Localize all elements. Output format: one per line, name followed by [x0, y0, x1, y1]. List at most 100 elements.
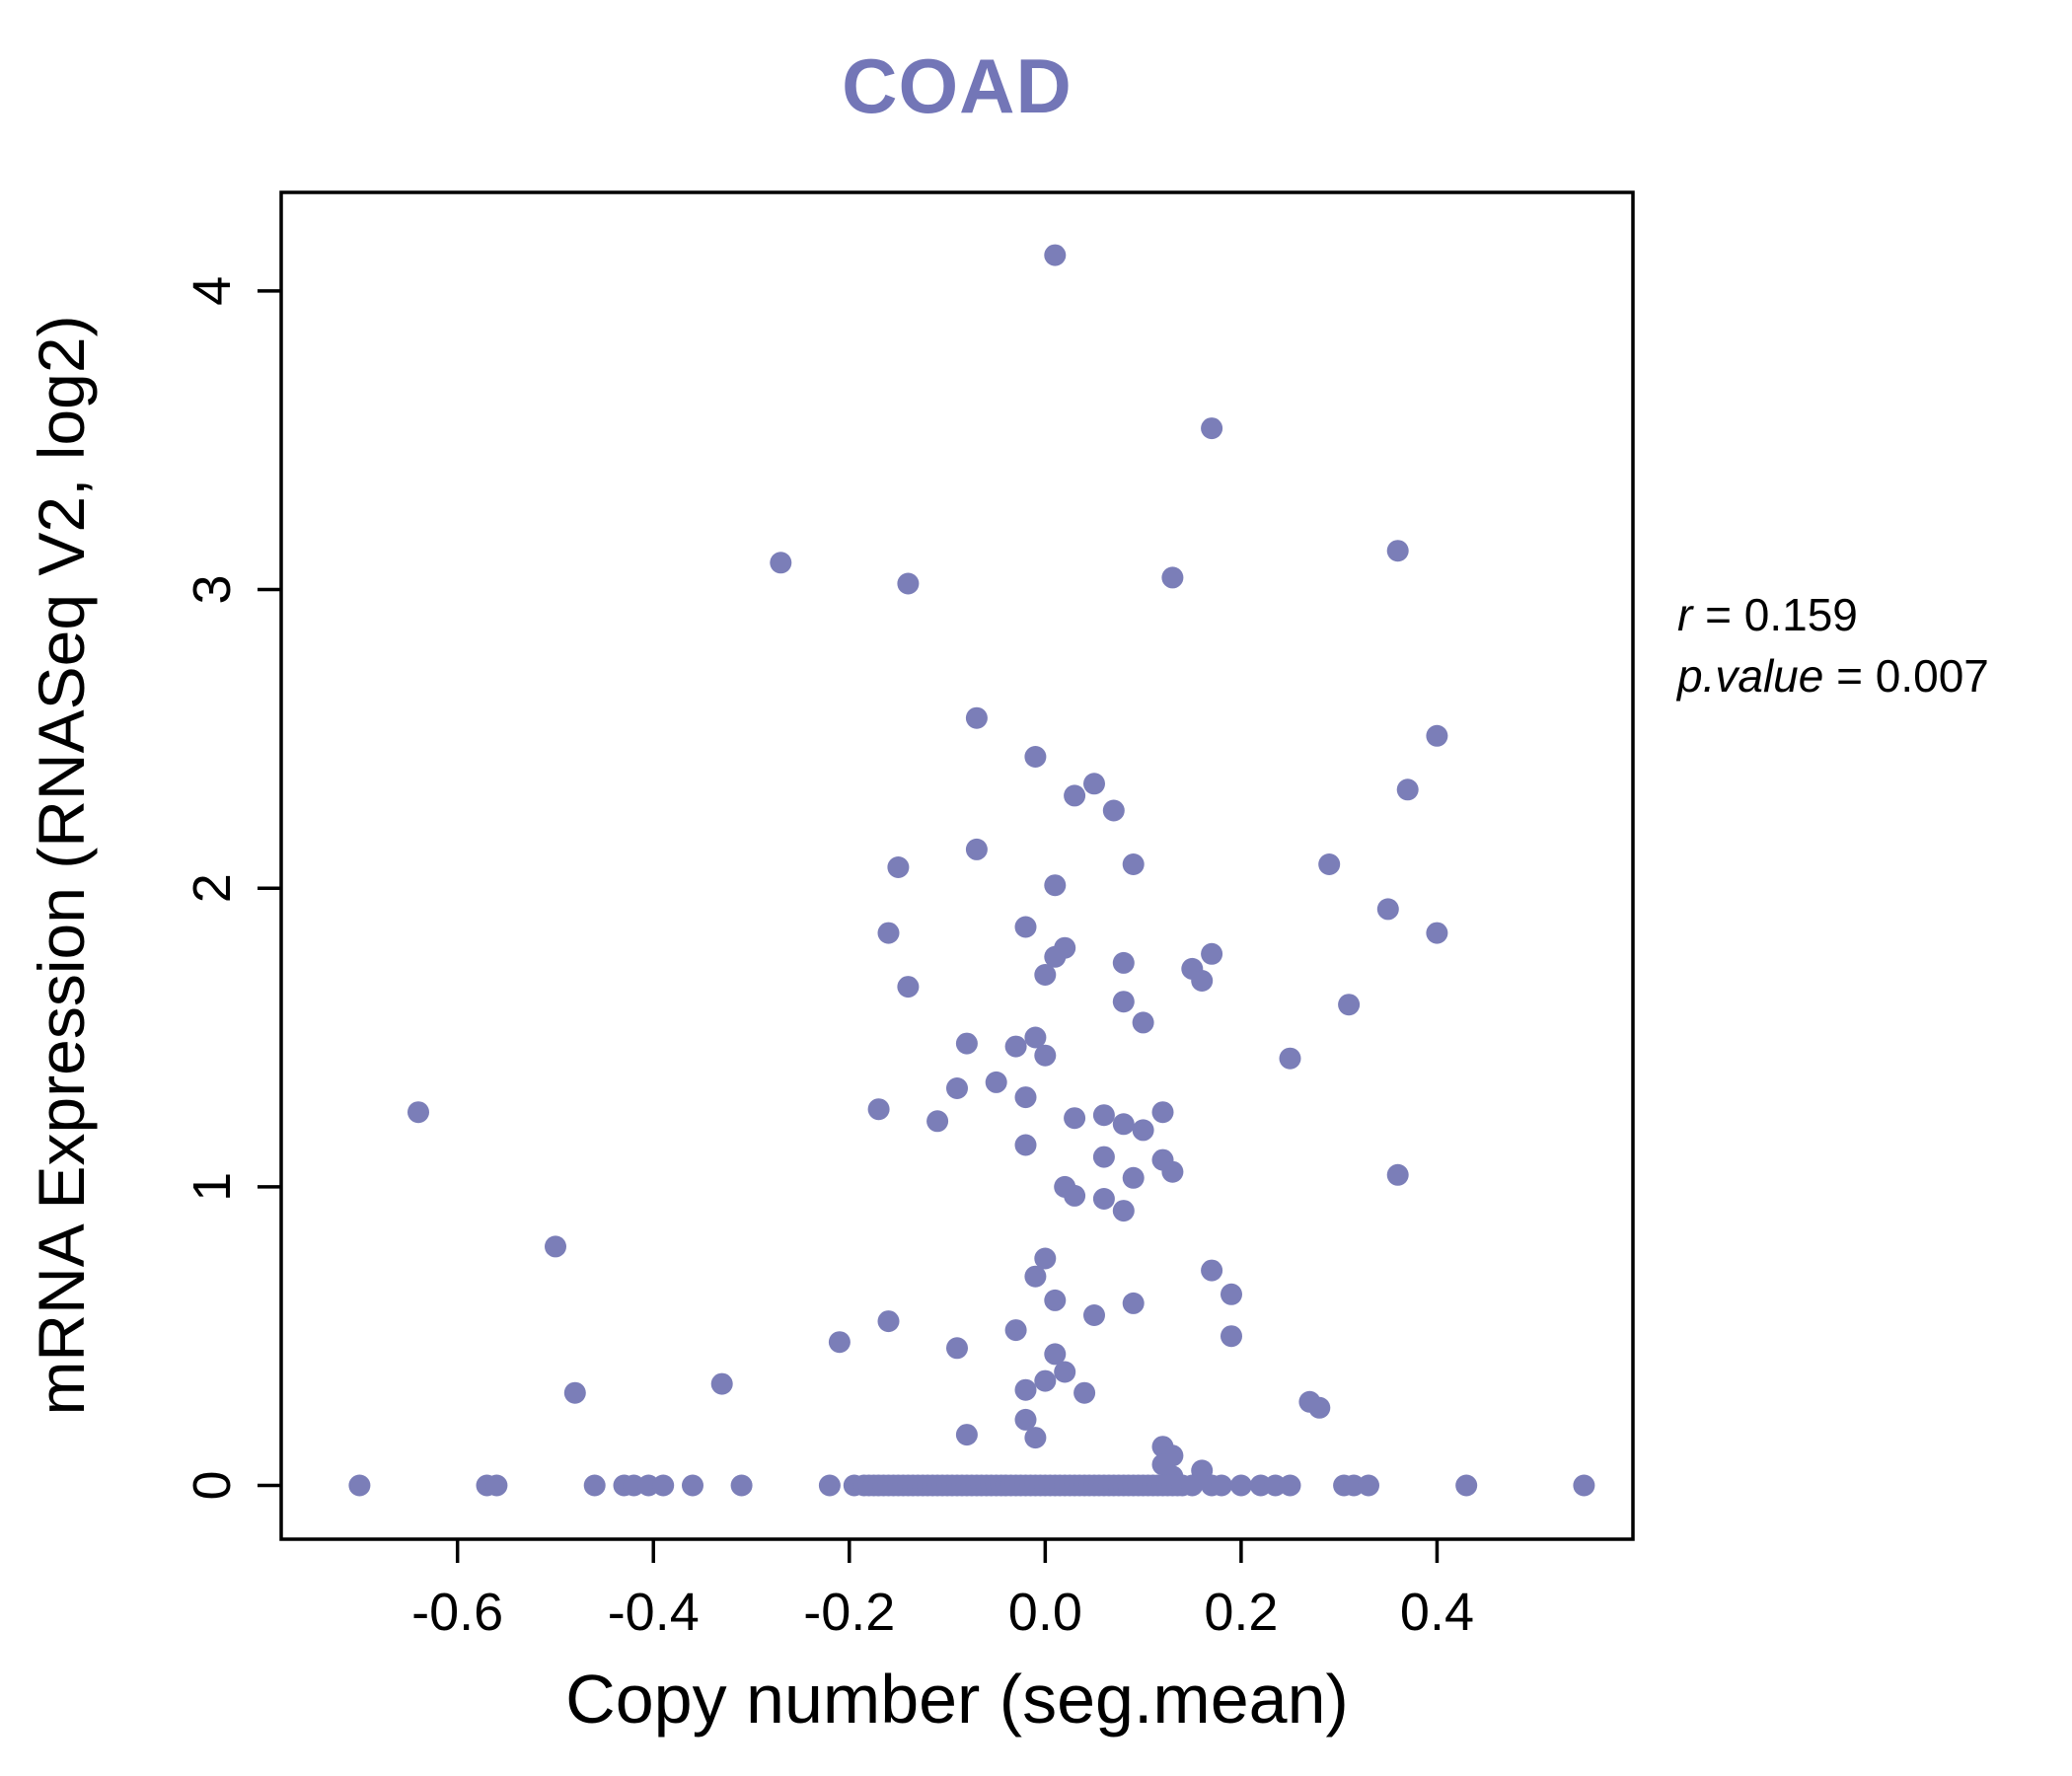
- x-tick-label: 0.4: [1400, 1583, 1474, 1642]
- data-point: [897, 572, 920, 595]
- stat-pvalue-value: 0.007: [1875, 650, 1989, 703]
- data-point: [1221, 1325, 1242, 1348]
- data-point: [1044, 1289, 1067, 1311]
- data-point: [1122, 853, 1145, 875]
- data-point: [407, 1101, 429, 1124]
- data-point: [985, 1071, 1007, 1093]
- data-point: [1083, 1304, 1105, 1326]
- data-point: [1386, 540, 1409, 562]
- data-point: [652, 1474, 675, 1497]
- stat-pvalue-label: p.value: [1677, 650, 1824, 703]
- x-tick-label: 0.0: [1008, 1583, 1082, 1642]
- data-point: [1426, 922, 1448, 944]
- data-point: [1092, 1188, 1115, 1210]
- data-point: [1014, 1134, 1037, 1156]
- data-point: [867, 1098, 890, 1121]
- data-point: [877, 1310, 900, 1333]
- data-point: [1426, 724, 1448, 747]
- data-point: [1044, 1343, 1067, 1366]
- data-point: [1211, 1474, 1232, 1497]
- y-tick-label: 0: [183, 1470, 242, 1500]
- data-point: [1034, 1044, 1057, 1067]
- data-point: [1044, 244, 1067, 266]
- data-point: [1064, 1107, 1086, 1130]
- data-point: [887, 856, 910, 878]
- data-point: [965, 838, 988, 860]
- plot-border: [279, 190, 1635, 1541]
- y-axis-title: mRNA Expression (RNASeq V2, log2): [25, 315, 98, 1416]
- stat-pvalue: p.value = 0.007: [1677, 645, 1989, 706]
- data-point: [1318, 853, 1341, 875]
- data-point: [946, 1077, 968, 1099]
- data-point: [1024, 1427, 1047, 1449]
- x-tick-label: -0.6: [411, 1583, 503, 1642]
- data-point: [1132, 1119, 1154, 1142]
- data-point: [545, 1235, 566, 1258]
- data-point: [1034, 964, 1057, 986]
- stat-r-label: r: [1677, 589, 1693, 640]
- data-point: [1191, 970, 1214, 992]
- data-point: [770, 552, 792, 574]
- data-point: [1014, 1378, 1037, 1401]
- data-point: [1573, 1474, 1595, 1497]
- data-point: [583, 1474, 606, 1497]
- data-point: [710, 1372, 733, 1395]
- data-point: [1054, 1361, 1076, 1383]
- data-point: [1004, 1319, 1027, 1342]
- data-point: [1083, 773, 1105, 795]
- data-point: [1112, 1113, 1135, 1136]
- chart-title: COAD: [842, 42, 1073, 129]
- data-point: [965, 706, 988, 729]
- data-point: [1102, 799, 1125, 822]
- data-point: [1112, 991, 1135, 1013]
- data-point: [946, 1337, 968, 1360]
- x-tick-label: 0.2: [1204, 1583, 1278, 1642]
- data-point: [1122, 1292, 1145, 1314]
- data-point: [1024, 1026, 1047, 1049]
- data-point: [1221, 1283, 1242, 1305]
- data-point: [730, 1474, 753, 1497]
- data-point: [1092, 1146, 1115, 1168]
- stat-r-sep: =: [1692, 589, 1744, 640]
- data-point: [1229, 1474, 1252, 1497]
- data-point: [897, 976, 920, 999]
- data-point: [1064, 784, 1086, 807]
- y-tick-label: 4: [183, 276, 242, 306]
- data-point: [1112, 1200, 1135, 1222]
- data-point: [1044, 945, 1067, 968]
- data-point: [828, 1331, 851, 1354]
- data-point: [485, 1474, 508, 1497]
- data-point: [1024, 1265, 1047, 1288]
- data-point: [1064, 1184, 1086, 1207]
- data-point: [877, 922, 900, 944]
- data-point: [1151, 1101, 1174, 1124]
- data-point: [1308, 1396, 1331, 1419]
- data-point: [1073, 1381, 1096, 1404]
- data-point: [348, 1474, 371, 1497]
- x-tick-label: -0.2: [803, 1583, 895, 1642]
- data-point: [1338, 994, 1361, 1016]
- data-point: [955, 1032, 978, 1055]
- data-point: [1358, 1474, 1379, 1497]
- data-point: [1201, 942, 1223, 965]
- data-point: [1132, 1011, 1154, 1034]
- data-point: [1024, 746, 1047, 768]
- data-point: [1014, 1086, 1037, 1109]
- stat-pvalue-sep: =: [1823, 650, 1876, 703]
- data-point: [1044, 874, 1067, 897]
- data-point: [563, 1381, 586, 1404]
- data-point: [1112, 951, 1135, 974]
- data-point: [1279, 1047, 1301, 1070]
- data-point: [1034, 1369, 1057, 1392]
- data-point: [1161, 1160, 1184, 1183]
- data-point: [1201, 1259, 1223, 1282]
- data-point: [682, 1474, 703, 1497]
- data-point: [1396, 778, 1419, 801]
- data-point: [1122, 1166, 1145, 1189]
- data-point: [818, 1474, 841, 1497]
- stats-annotation: r = 0.159 p.value = 0.007: [1677, 584, 1989, 706]
- data-point: [1455, 1474, 1478, 1497]
- data-point: [926, 1110, 949, 1133]
- x-axis-title: Copy number (seg.mean): [565, 1661, 1349, 1738]
